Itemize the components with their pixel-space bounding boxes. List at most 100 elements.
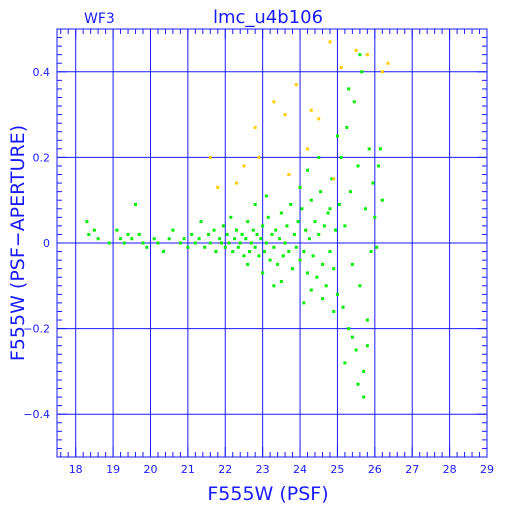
data-point [285, 224, 289, 228]
data-point [130, 237, 134, 241]
data-point [354, 348, 358, 352]
data-point [375, 245, 379, 249]
data-point [350, 335, 354, 339]
data-point [365, 344, 369, 348]
data-point [263, 250, 267, 254]
x-tick-label: 22 [218, 463, 232, 476]
data-point [365, 318, 369, 322]
data-point [279, 280, 283, 284]
y-tick-label: −0.4 [23, 408, 50, 421]
data-point [306, 168, 310, 172]
x-tick-label: 24 [293, 463, 307, 476]
data-point [330, 177, 334, 181]
data-point [246, 262, 250, 266]
data-point [182, 237, 186, 241]
data-point [320, 297, 324, 301]
flagged-data-point [287, 173, 291, 177]
data-point [229, 215, 233, 219]
data-point [328, 207, 332, 211]
axis-ticks [57, 29, 488, 457]
data-point [298, 258, 302, 262]
data-point [199, 220, 203, 224]
data-point [261, 224, 265, 228]
chart-title: lmc_u4b106 [213, 7, 323, 28]
data-point [212, 228, 216, 232]
x-tick-label: 27 [405, 463, 419, 476]
data-point [249, 241, 253, 245]
data-point [367, 147, 371, 151]
data-point [274, 228, 278, 232]
data-point [326, 211, 330, 215]
flagged-data-point [294, 83, 298, 87]
data-point [253, 245, 257, 249]
data-point [298, 185, 302, 189]
data-point [334, 228, 338, 232]
data-point [126, 232, 130, 236]
data-point [302, 301, 306, 305]
data-point [335, 134, 339, 138]
data-point [137, 232, 141, 236]
flagged-data-point [328, 40, 332, 44]
data-point [332, 267, 336, 271]
flagged-data-point [317, 117, 321, 121]
data-point [328, 250, 332, 254]
flagged-data-point [339, 66, 343, 70]
data-point [307, 237, 311, 241]
flagged-data-point [386, 61, 390, 65]
data-point [240, 232, 244, 236]
data-point [380, 198, 384, 202]
data-point [313, 220, 317, 224]
data-point [152, 237, 156, 241]
data-point [311, 254, 315, 258]
data-point [218, 237, 222, 241]
flagged-data-point [306, 147, 310, 151]
data-point [363, 207, 367, 211]
data-point [186, 245, 190, 249]
data-point [236, 245, 240, 249]
data-point [302, 250, 306, 254]
flagged-data-point [216, 185, 220, 189]
flagged-data-point [272, 100, 276, 104]
x-tick-label: 25 [330, 463, 344, 476]
flagged-data-point [242, 164, 246, 168]
data-point [203, 245, 207, 249]
y-tick-label: −0.2 [23, 323, 50, 336]
x-tick-labels: 18 19 20 21 22 23 24 25 26 27 28 29 [69, 463, 494, 476]
data-point [206, 232, 210, 236]
flagged-data-point [332, 177, 336, 181]
data-point [335, 292, 339, 296]
y-tick-label: 0.2 [33, 151, 51, 164]
data-point [259, 237, 263, 241]
data-point [349, 190, 353, 194]
data-point [296, 220, 300, 224]
flagged-data-point [253, 125, 257, 129]
data-point [276, 262, 280, 266]
data-point [378, 147, 382, 151]
data-point [193, 241, 197, 245]
data-point [300, 207, 304, 211]
data-point [319, 190, 323, 194]
data-point [234, 228, 238, 232]
data-point [96, 237, 100, 241]
data-point [277, 237, 281, 241]
data-point [309, 288, 313, 292]
data-point [107, 241, 111, 245]
data-point [279, 211, 283, 215]
data-point [347, 87, 351, 91]
data-point [358, 53, 362, 57]
flagged-data-point [380, 70, 384, 74]
y-tick-label: 0.4 [33, 66, 51, 79]
x-tick-label: 28 [443, 463, 457, 476]
data-point [190, 232, 194, 236]
data-point [162, 250, 166, 254]
data-point [369, 250, 373, 254]
data-point [352, 100, 356, 104]
data-point [377, 164, 381, 168]
y-axis-label: F555W (PSF−APERTURE) [7, 125, 29, 361]
data-point [343, 361, 347, 365]
data-point [238, 241, 242, 245]
data-point [272, 245, 276, 249]
data-point [264, 194, 268, 198]
data-point [362, 395, 366, 399]
